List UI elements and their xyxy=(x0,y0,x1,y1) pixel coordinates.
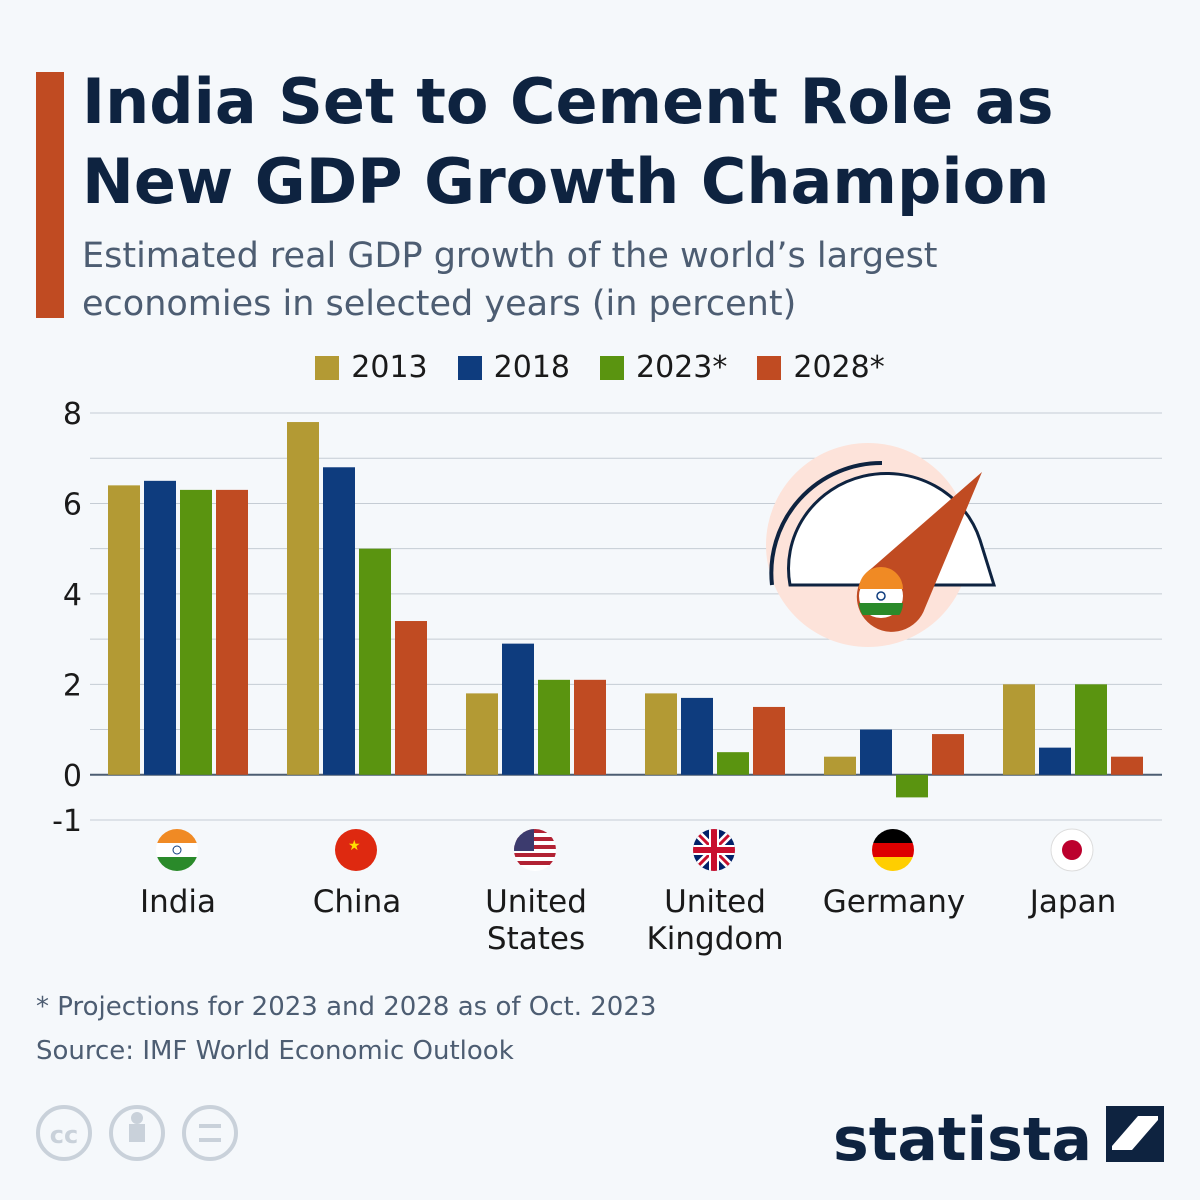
x-tick-label: China xyxy=(312,884,402,920)
chart-title: India Set to Cement Role as New GDP Grow… xyxy=(82,65,1054,218)
logo: statista xyxy=(833,1105,1092,1175)
legend-item: 2013 xyxy=(315,350,428,385)
bar xyxy=(1003,684,1035,775)
bar xyxy=(1075,684,1107,775)
legend-item: 2023* xyxy=(600,350,727,385)
flags: ★ xyxy=(156,828,1094,872)
legend-label: 2028* xyxy=(793,350,885,385)
bar xyxy=(180,489,212,775)
x-tick-label: India xyxy=(139,884,217,920)
gauge-icon xyxy=(766,443,997,647)
bar xyxy=(681,697,713,775)
y-tick-label: 8 xyxy=(63,397,82,432)
bar xyxy=(216,489,248,775)
legend-swatch xyxy=(600,355,624,380)
bar xyxy=(108,485,140,775)
legend-swatch xyxy=(457,355,482,380)
legend-swatch xyxy=(757,355,782,380)
footnote: * Projections for 2023 and 2028 as of Oc… xyxy=(36,992,657,1022)
legend-item: 2018 xyxy=(457,350,570,385)
legend-label: 2013 xyxy=(351,350,428,385)
x-tick-label: Japan xyxy=(1029,884,1117,920)
bar xyxy=(538,679,570,775)
y-tick-label: 2 xyxy=(63,668,82,703)
x-tick-label: United States xyxy=(485,884,587,957)
bar xyxy=(1039,747,1071,775)
source: Source: IMF World Economic Outlook xyxy=(36,1036,514,1066)
bar xyxy=(502,643,534,775)
bar xyxy=(287,422,319,775)
legend-label: 2023* xyxy=(636,350,728,385)
legend-label: 2018 xyxy=(493,350,570,385)
chart-subtitle: Estimated real GDP growth of the world’s… xyxy=(82,236,938,324)
svg-text:cc: cc xyxy=(50,1121,78,1149)
bar xyxy=(896,774,928,798)
y-tick-label: -1 xyxy=(52,804,82,839)
bar xyxy=(1111,756,1143,775)
bar xyxy=(395,621,427,775)
legend-item: 2028* xyxy=(757,350,885,385)
y-tick-label: 6 xyxy=(63,487,82,522)
license-icons: cc xyxy=(36,1105,238,1161)
bar xyxy=(824,756,856,775)
y-tick-label: 4 xyxy=(63,578,82,613)
x-tick-label: United Kingdom xyxy=(646,884,784,957)
bar xyxy=(753,706,785,775)
bar xyxy=(323,467,355,775)
bar xyxy=(144,480,176,775)
y-tick-label: 0 xyxy=(63,759,82,794)
legend-swatch xyxy=(315,355,340,380)
accent-bar xyxy=(36,72,64,318)
legend: 2013 2018 2023* 2028* xyxy=(0,350,1200,385)
bar xyxy=(574,679,606,775)
bar xyxy=(717,752,749,775)
svg-text:★: ★ xyxy=(348,838,361,854)
bar xyxy=(932,734,964,775)
x-tick-label: Germany xyxy=(822,884,966,920)
bar xyxy=(860,729,892,775)
bar xyxy=(466,693,498,775)
bar xyxy=(645,693,677,775)
statista-mark xyxy=(1106,1106,1164,1162)
bar xyxy=(359,548,391,775)
